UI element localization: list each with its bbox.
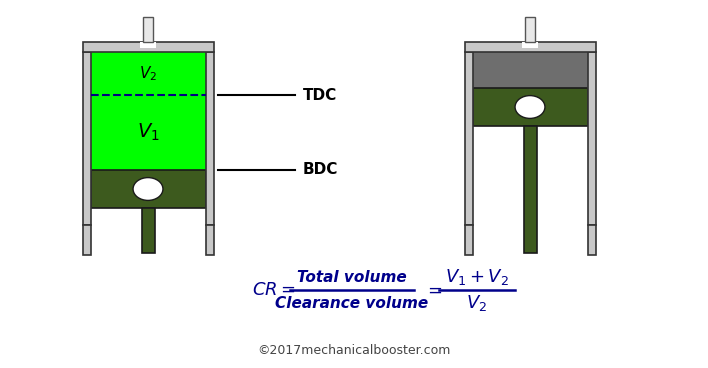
Bar (588, 52, 595, 225)
Bar (464, 225, 472, 255)
Text: TDC: TDC (303, 88, 337, 103)
Bar (464, 52, 472, 225)
Bar (83, 52, 91, 225)
Bar (205, 225, 214, 255)
Bar (472, 88, 588, 126)
Text: BDC: BDC (303, 163, 338, 177)
Bar (588, 225, 595, 255)
Bar (83, 42, 214, 52)
Text: $V_2$: $V_2$ (139, 64, 157, 83)
Text: $V_1+V_2$: $V_1+V_2$ (445, 267, 509, 287)
Text: ©2017mechanicalbooster.com: ©2017mechanicalbooster.com (257, 343, 451, 357)
Text: $V_1$: $V_1$ (137, 122, 159, 143)
Bar (472, 52, 588, 225)
Ellipse shape (515, 96, 545, 118)
Bar (464, 42, 595, 52)
Ellipse shape (133, 178, 163, 201)
Bar (83, 225, 91, 255)
Bar (142, 208, 154, 253)
Bar (472, 52, 588, 88)
Text: $V_2$: $V_2$ (467, 293, 488, 313)
Bar (140, 42, 156, 47)
Bar (525, 17, 535, 42)
Text: $CR =$: $CR =$ (252, 281, 296, 299)
Bar (522, 42, 538, 47)
Text: $=$: $=$ (424, 281, 442, 299)
Bar (91, 52, 205, 170)
Bar (523, 126, 537, 253)
Text: Clearance volume: Clearance volume (275, 296, 428, 311)
Bar (143, 17, 153, 42)
Text: Total volume: Total volume (297, 269, 407, 284)
Bar (91, 52, 205, 225)
Bar (205, 52, 214, 225)
Bar (91, 170, 205, 208)
